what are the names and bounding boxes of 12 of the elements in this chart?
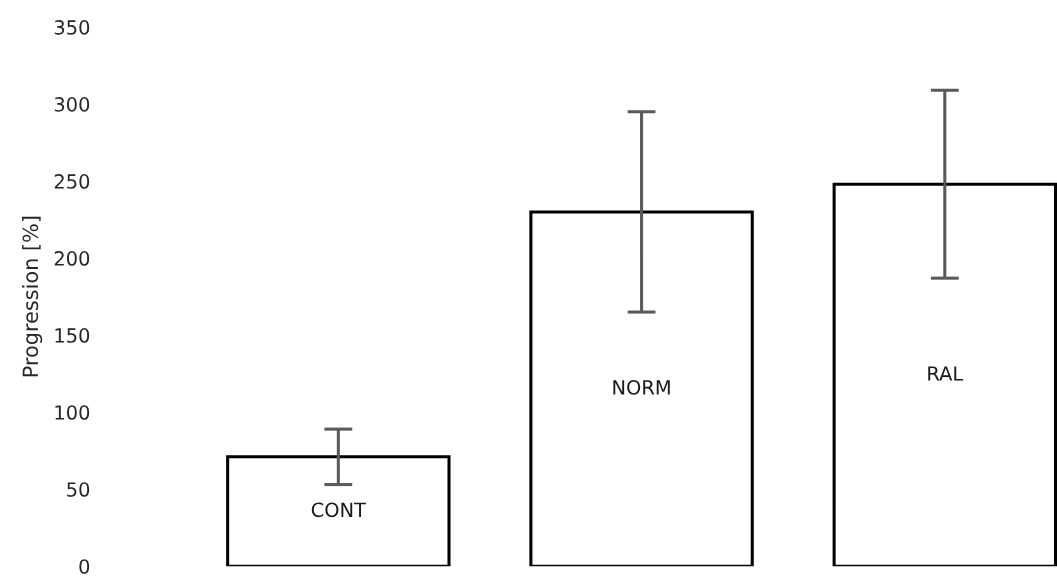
x-tick-label: NORM [613, 380, 670, 395]
y-tick-label: 0 [79, 559, 90, 574]
y-tick-label: 100 [55, 405, 90, 420]
y-tick-label: 50 [67, 482, 90, 497]
y-axis-title: Progression [%] [22, 216, 43, 377]
y-tick-label: 300 [54, 97, 90, 112]
y-tick-label: 150 [55, 328, 90, 343]
y-tick-label: 250 [54, 174, 90, 189]
x-tick-label: CONT [311, 502, 367, 518]
y-tick-label: 200 [54, 251, 90, 266]
y-tick-label: 350 [54, 20, 90, 35]
x-tick-label: RAL [928, 366, 964, 381]
